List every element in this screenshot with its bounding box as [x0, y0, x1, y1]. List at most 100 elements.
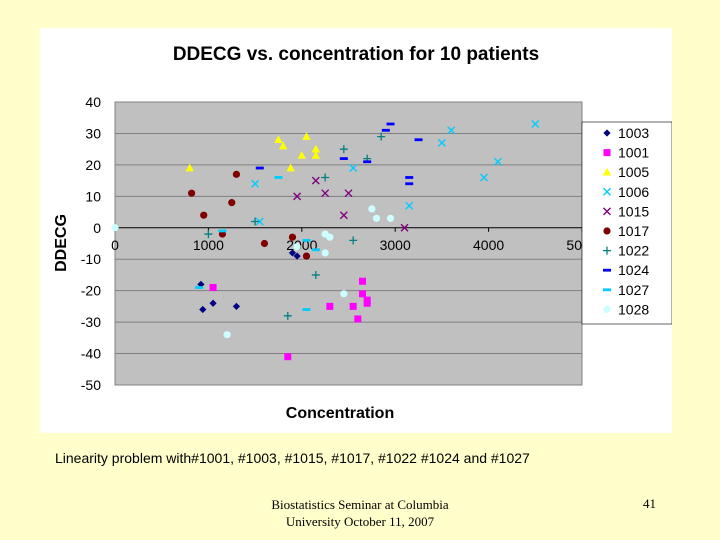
legend-label-1027: 1027 [618, 282, 649, 298]
data-point-1015 [293, 192, 302, 201]
data-point-1017 [200, 211, 208, 219]
data-point-1028 [293, 243, 301, 251]
y-tick-label: 0 [93, 220, 101, 236]
data-point-1027 [302, 308, 311, 311]
data-point-1028 [223, 331, 231, 339]
data-point-1005 [286, 163, 295, 172]
data-point-1017 [302, 252, 311, 260]
chart-area: DDECG vs. concentration for 10 patients … [40, 28, 672, 433]
y-tick-label: -20 [81, 283, 101, 299]
data-point-1006 [437, 138, 446, 147]
data-point-1006 [479, 173, 488, 182]
y-tick-label: 20 [85, 157, 101, 173]
scatter-chart: DDECG vs. concentration for 10 patients … [53, 44, 672, 422]
data-point-1017 [260, 239, 269, 248]
data-point-1015 [339, 211, 348, 220]
legend-label-1003: 1003 [618, 125, 649, 141]
data-point-1024 [363, 160, 372, 164]
y-tick-label: -30 [81, 314, 101, 330]
data-point-1001 [354, 315, 362, 323]
legend-label-1001: 1001 [618, 145, 649, 161]
x-tick-label: 0 [111, 237, 119, 253]
y-tick-label: -10 [81, 251, 101, 267]
y-tick-label: 10 [85, 188, 101, 204]
slide-footer: Biostatistics Seminar at Columbia Univer… [255, 496, 465, 530]
data-point-1005 [311, 150, 321, 159]
data-point-1028 [321, 249, 329, 257]
data-points [111, 120, 540, 361]
data-point-1001 [363, 296, 371, 304]
data-point-1027 [218, 229, 227, 233]
data-point-1006 [531, 120, 540, 129]
data-point-1022 [283, 311, 292, 320]
data-point-1003 [209, 299, 217, 307]
legend-label-1005: 1005 [618, 164, 649, 180]
data-point-1015 [311, 176, 320, 185]
legend: 1003 1001 1005 1006 1015 1017 1022 1024 1027 1028 [581, 121, 672, 325]
data-point-1001 [349, 302, 357, 310]
x-axis-label: Concentration [286, 405, 394, 422]
data-point-1028 [326, 233, 334, 241]
y-tick-label: -50 [81, 377, 101, 393]
data-point-1017 [228, 199, 236, 207]
legend-marker-1003 [603, 129, 611, 137]
legend-marker-1015 [603, 207, 611, 216]
legend-label-1022: 1022 [618, 243, 649, 259]
legend-marker-1024 [603, 268, 611, 272]
legend-marker-1022 [603, 246, 611, 255]
data-point-1005 [297, 150, 306, 159]
legend-label-1024: 1024 [618, 262, 649, 278]
data-point-1006 [349, 164, 358, 173]
x-tick-label: 3000 [380, 237, 411, 253]
data-point-1015 [321, 189, 330, 198]
plot-area [114, 101, 583, 386]
y-tick-label: -40 [81, 346, 101, 362]
data-point-1001 [284, 353, 292, 361]
footer-line-2: University October 11, 2007 [285, 514, 435, 529]
data-point-1022 [311, 270, 320, 279]
data-point-1001 [209, 284, 217, 292]
data-point-1022 [251, 217, 260, 226]
data-point-1017 [288, 233, 297, 241]
data-point-1005 [302, 132, 311, 140]
legend-marker-1006 [603, 187, 611, 196]
data-point-1015 [400, 223, 409, 232]
data-point-1006 [251, 179, 260, 188]
data-point-1024 [339, 157, 348, 160]
y-tick-label: 40 [85, 94, 101, 110]
data-point-1006 [405, 201, 414, 210]
data-point-1027 [311, 248, 320, 252]
chart-title: DDECG vs. concentration for 10 patients [173, 44, 539, 65]
data-point-1027 [195, 286, 204, 289]
data-point-1024 [381, 128, 390, 132]
legend-marker-1027 [603, 288, 611, 292]
legend-marker-1017 [603, 227, 611, 235]
data-point-1006 [255, 217, 264, 226]
y-tick-label: 30 [85, 125, 101, 141]
legend-marker-1028 [603, 305, 611, 313]
x-tick-label: 4000 [473, 237, 504, 253]
data-point-1022 [204, 230, 213, 239]
legend-box [581, 121, 672, 325]
data-point-1003 [199, 305, 207, 314]
data-point-1024 [255, 166, 264, 170]
data-point-1001 [359, 277, 367, 285]
data-point-1022 [321, 173, 330, 182]
data-point-1028 [111, 224, 119, 232]
data-point-1001 [359, 290, 367, 298]
y-axis-ticks: 40 30 20 10 0 -10 -20 -30 -40 -50 [81, 94, 101, 393]
data-point-1028 [372, 214, 381, 222]
data-point-1005 [274, 135, 283, 144]
legend-label-1015: 1015 [618, 203, 649, 219]
data-point-1027 [274, 176, 283, 179]
data-point-1015 [344, 189, 353, 198]
data-point-1003 [232, 302, 241, 310]
data-point-1005 [311, 144, 321, 153]
legend-label-1017: 1017 [618, 223, 649, 239]
data-point-1024 [405, 182, 414, 186]
data-point-1022 [377, 132, 386, 141]
data-point-1005 [278, 141, 288, 150]
data-point-1017 [187, 189, 196, 197]
data-point-1028 [340, 290, 348, 298]
data-point-1005 [185, 163, 194, 172]
